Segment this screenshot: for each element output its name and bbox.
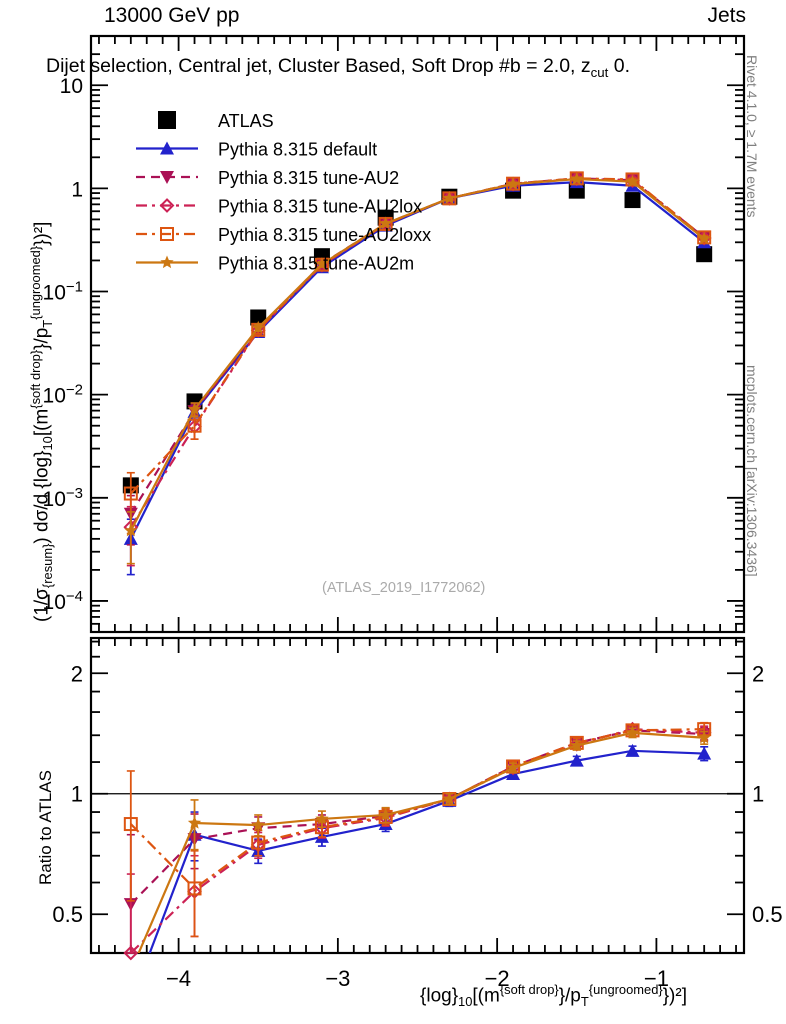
- data-marker-square-open: [123, 486, 138, 501]
- legend-label-4: Pythia 8.315 tune-AU2loxx: [218, 225, 431, 245]
- data-marker-square-open: [697, 230, 712, 245]
- xtick-label: −4: [166, 966, 191, 991]
- ratio-ytick-label: 0.5: [52, 902, 83, 927]
- data-marker-star: [187, 816, 202, 829]
- data-marker-star: [160, 255, 174, 269]
- data-marker-star: [506, 760, 520, 774]
- xtick-label: −2: [485, 966, 510, 991]
- data-marker-square-filled: [696, 246, 713, 263]
- xlabel-p3sup: {ungroomed}: [588, 982, 663, 997]
- data-marker-triangle-up: [697, 746, 712, 760]
- legend-label-3: Pythia 8.315 tune-AU2lox: [218, 197, 422, 217]
- data-marker-square-open: [187, 881, 202, 896]
- data-marker-star: [378, 807, 393, 821]
- data-marker-square-open: [187, 418, 202, 433]
- data-marker-triangle-up: [569, 753, 584, 767]
- xlabel-p3sub: T: [580, 994, 589, 1010]
- plot-title: Dijet selection, Central jet, Cluster Ba…: [46, 55, 630, 80]
- main-ytick-label: 10−3: [43, 485, 83, 511]
- xtick-label: −1: [644, 966, 669, 991]
- data-marker-square-filled: [624, 192, 641, 209]
- data-marker-star: [625, 725, 640, 739]
- data-marker-star: [570, 738, 584, 752]
- plot-title-tail: 0.: [608, 55, 631, 77]
- data-marker-triangle-up: [625, 743, 640, 757]
- ratio-line-Pythia-8-315-tune-AU2m: [137, 731, 705, 953]
- data-marker-star: [697, 231, 711, 245]
- data-marker-square-filled: [158, 111, 176, 129]
- header-left-beam-energy: 13000 GeV pp: [104, 4, 240, 27]
- ratio-ytick-label-right: 2: [752, 661, 764, 686]
- data-marker-triangle-down: [160, 171, 174, 184]
- legend-label-5: Pythia 8.315 tune-AU2m: [218, 254, 414, 274]
- legend-label-1: Pythia 8.315 default: [218, 140, 377, 160]
- plot-title-main: Dijet selection, Central jet, Cluster Ba…: [46, 55, 591, 77]
- data-marker-triangle-up: [160, 141, 174, 155]
- data-marker-star: [442, 191, 457, 205]
- xlabel-p1: {log}: [420, 985, 459, 1007]
- data-marker-star: [570, 172, 584, 185]
- legend-label-2: Pythia 8.315 tune-AU2: [218, 168, 399, 188]
- xtick-label: −3: [325, 966, 350, 991]
- series-line-Pythia-8-315-tune-AU2m: [129, 177, 705, 532]
- data-marker-square-open: [625, 172, 640, 187]
- ratio-line-Pythia-8-315-tune-AU2: [130, 729, 705, 905]
- ratio-ytick-label: 2: [71, 661, 83, 686]
- ratio-line-Pythia-8-315-tune-AU2loxx: [130, 728, 705, 890]
- ratio-ytick-label-right: 1: [752, 782, 764, 807]
- main-ytick-label: 10: [60, 75, 83, 98]
- header-right-analysis-type: Jets: [707, 4, 746, 27]
- data-marker-star: [506, 177, 520, 190]
- data-marker-star: [697, 730, 711, 744]
- data-marker-star: [442, 792, 457, 805]
- data-marker-star: [251, 818, 265, 831]
- data-marker-star: [187, 402, 202, 416]
- main-ytick-label: 10−2: [43, 382, 83, 408]
- xlabel-p4: })²]: [662, 985, 687, 1007]
- data-marker-star: [251, 320, 265, 334]
- data-marker-star: [124, 523, 138, 537]
- data-marker-square-open: [123, 817, 138, 832]
- main-ytick-label: 1: [71, 178, 83, 201]
- data-marker-square-open: [160, 227, 174, 241]
- data-marker-diamond-open: [159, 198, 175, 213]
- main-panel-frame: [89, 34, 746, 634]
- ratio-ytick-label: 1: [71, 782, 83, 807]
- xlabel-p3: }/p: [558, 985, 581, 1007]
- data-marker-star: [315, 257, 329, 270]
- data-marker-square-filled: [250, 309, 267, 326]
- main-ytick-label: 10−4: [43, 588, 83, 614]
- xlabel-p1sub: 10: [458, 994, 473, 1010]
- data-marker-star: [315, 811, 329, 825]
- analysis-id-watermark: (ATLAS_2019_I1772062): [322, 580, 486, 596]
- legend-label-0: ATLAS: [218, 111, 274, 131]
- data-marker-star: [625, 174, 640, 188]
- xlabel-p2: [(m: [472, 985, 500, 1007]
- ratio-line-Pythia-8-315-default: [148, 749, 705, 953]
- ratio-ytick-label-right: 0.5: [752, 902, 783, 927]
- main-ytick-label: 10−1: [43, 279, 83, 305]
- ratio-panel-frame: [89, 636, 746, 955]
- plot-title-sub: cut: [590, 64, 609, 80]
- data-marker-diamond-open: [123, 945, 139, 961]
- xlabel-p2sup: {soft drop}: [499, 982, 559, 997]
- x-axis-label: {log}10[(m{soft drop}}/pT{ungroomed}})²]: [420, 982, 687, 1009]
- data-marker-star: [378, 216, 393, 230]
